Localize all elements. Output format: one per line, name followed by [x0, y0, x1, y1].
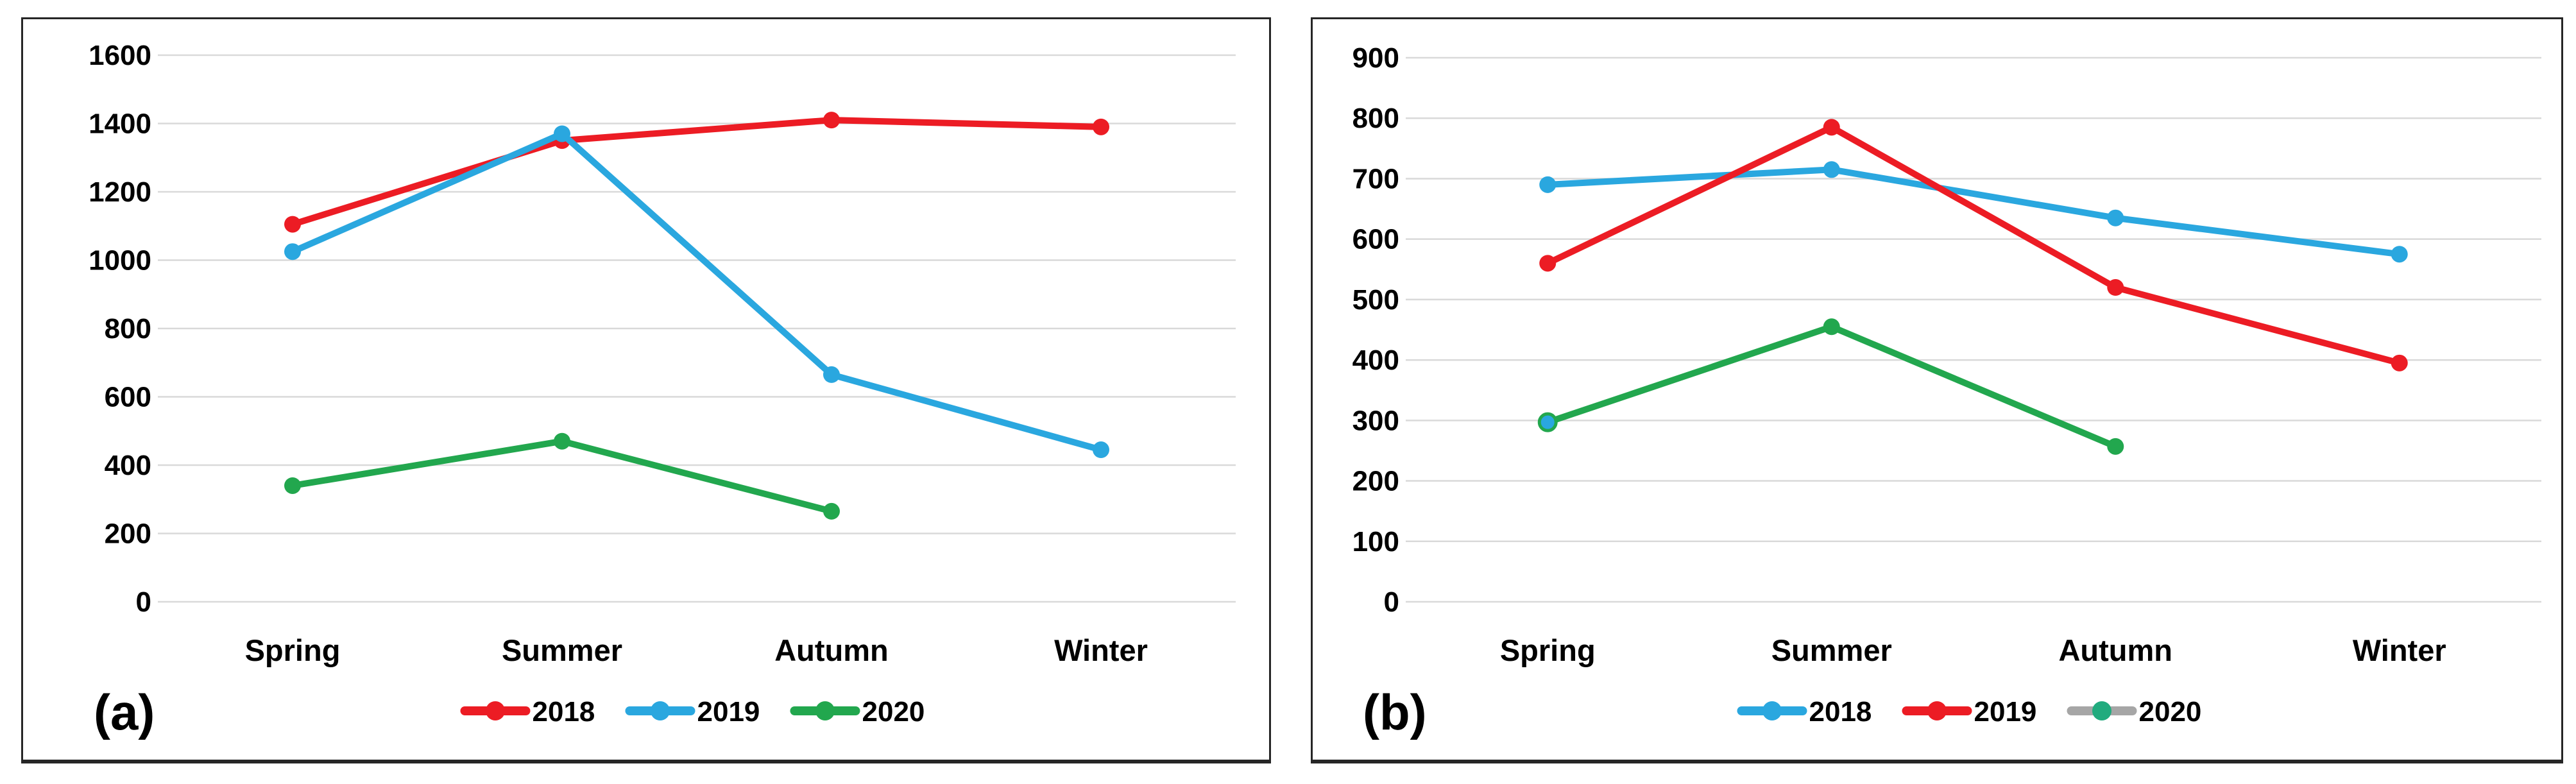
legend-marker — [815, 701, 835, 720]
data-point-2020-summer — [554, 432, 570, 450]
y-tick-label: 1400 — [89, 108, 151, 140]
y-tick-label: 400 — [105, 450, 151, 481]
y-tick-label: 900 — [1352, 42, 1399, 74]
series-line-2018 — [1544, 166, 2403, 258]
y-tick-label: 1000 — [89, 245, 151, 277]
data-point-2018-spring — [1539, 176, 1557, 193]
chart-b-canvas: 0 100 200 300 400 500 600 700 800 900 Spring Summer… — [1352, 42, 2541, 728]
y-tick-label: 600 — [105, 382, 151, 413]
x-tick-label: Autumn — [2058, 633, 2172, 667]
legend-label: 2019 — [1974, 696, 2037, 728]
y-tick-label: 800 — [1352, 103, 1399, 134]
legend-marker — [2092, 701, 2111, 720]
data-point-2019-spring — [1539, 255, 1557, 272]
y-tick-label: 600 — [1352, 224, 1399, 255]
x-tick-label: Winter — [2353, 633, 2446, 667]
data-point-2019-winter — [1093, 441, 1109, 459]
x-tick-label: Autumn — [774, 633, 889, 667]
legend-marker — [1762, 701, 1782, 720]
x-tick-label: Spring — [1500, 633, 1596, 667]
legend-item-2018: 2018 — [460, 696, 595, 728]
data-point-2020-summer — [1823, 318, 1840, 336]
legend-label: 2020 — [862, 696, 925, 728]
data-point-2018-winter — [1093, 118, 1109, 135]
y-tick-label: 500 — [1352, 284, 1399, 316]
data-point-2020-spring — [1537, 412, 1558, 432]
y-tick-label: 0 — [1384, 586, 1399, 618]
data-point-2018-autumn — [823, 112, 840, 129]
legend-label: 2018 — [533, 696, 595, 728]
data-point-2018-spring — [284, 216, 301, 233]
y-tick-label: 200 — [1352, 466, 1399, 497]
legend-label: 2018 — [1809, 696, 1872, 728]
legend-item-2019: 2019 — [1902, 696, 2037, 728]
data-point-2020-spring — [284, 477, 301, 494]
x-tick-label: Spring — [245, 633, 341, 667]
y-tick-label: 1600 — [89, 40, 151, 71]
y-tick-label: 100 — [1352, 526, 1399, 558]
data-point-2018-summer — [1823, 161, 1840, 178]
legend-item-2020: 2020 — [790, 696, 925, 728]
chart-a-canvas: 0 200 400 600 800 1000 1200 1400 1600 Spring Summe… — [89, 40, 1236, 728]
series-line-2020 — [1544, 323, 2119, 450]
data-point-2018-winter — [2391, 246, 2408, 263]
data-point-2019-winter — [2391, 354, 2408, 371]
legend-item-2020: 2020 — [2067, 696, 2202, 728]
data-point-2019-spring — [284, 243, 301, 260]
data-point-2020-autumn — [823, 502, 840, 520]
legend-label: 2020 — [2139, 696, 2202, 728]
data-point-2019-summer — [1823, 119, 1840, 136]
series-line-2018 — [289, 117, 1104, 228]
series-line-2019 — [289, 130, 1104, 454]
data-point-2018-autumn — [2107, 209, 2124, 226]
data-point-2020-autumn — [2107, 438, 2124, 455]
y-tick-label: 1200 — [89, 176, 151, 208]
series-line-2020 — [289, 438, 835, 515]
y-tick-label: 800 — [105, 313, 151, 345]
legend-marker — [486, 701, 505, 720]
y-tick-label: 200 — [105, 518, 151, 550]
legend-marker — [1927, 701, 1947, 720]
data-point-2019-autumn — [2107, 279, 2124, 296]
x-tick-label: Winter — [1054, 633, 1148, 667]
series-line-2019 — [1544, 124, 2403, 366]
data-point-2019-autumn — [823, 366, 840, 383]
legend-marker — [651, 701, 670, 720]
legend-item-2018: 2018 — [1737, 696, 1872, 728]
data-point-2019-summer — [554, 125, 570, 142]
panel-label-a: (a) — [94, 684, 155, 740]
y-tick-label: 400 — [1352, 345, 1399, 376]
x-tick-label: Summer — [1771, 633, 1892, 667]
y-tick-label: 300 — [1352, 405, 1399, 436]
chart-panel-b: 0 100 200 300 400 500 600 700 800 900 Spring Summer… — [1311, 17, 2563, 763]
chart-panel-a: 0 200 400 600 800 1000 1200 1400 1600 Spring Summe… — [21, 17, 1271, 763]
y-tick-label: 700 — [1352, 163, 1399, 194]
y-tick-label: 0 — [136, 586, 151, 618]
panel-label-b: (b) — [1363, 684, 1427, 740]
x-tick-label: Summer — [502, 633, 622, 667]
legend-label: 2019 — [697, 696, 760, 728]
legend-item-2019: 2019 — [625, 696, 760, 728]
